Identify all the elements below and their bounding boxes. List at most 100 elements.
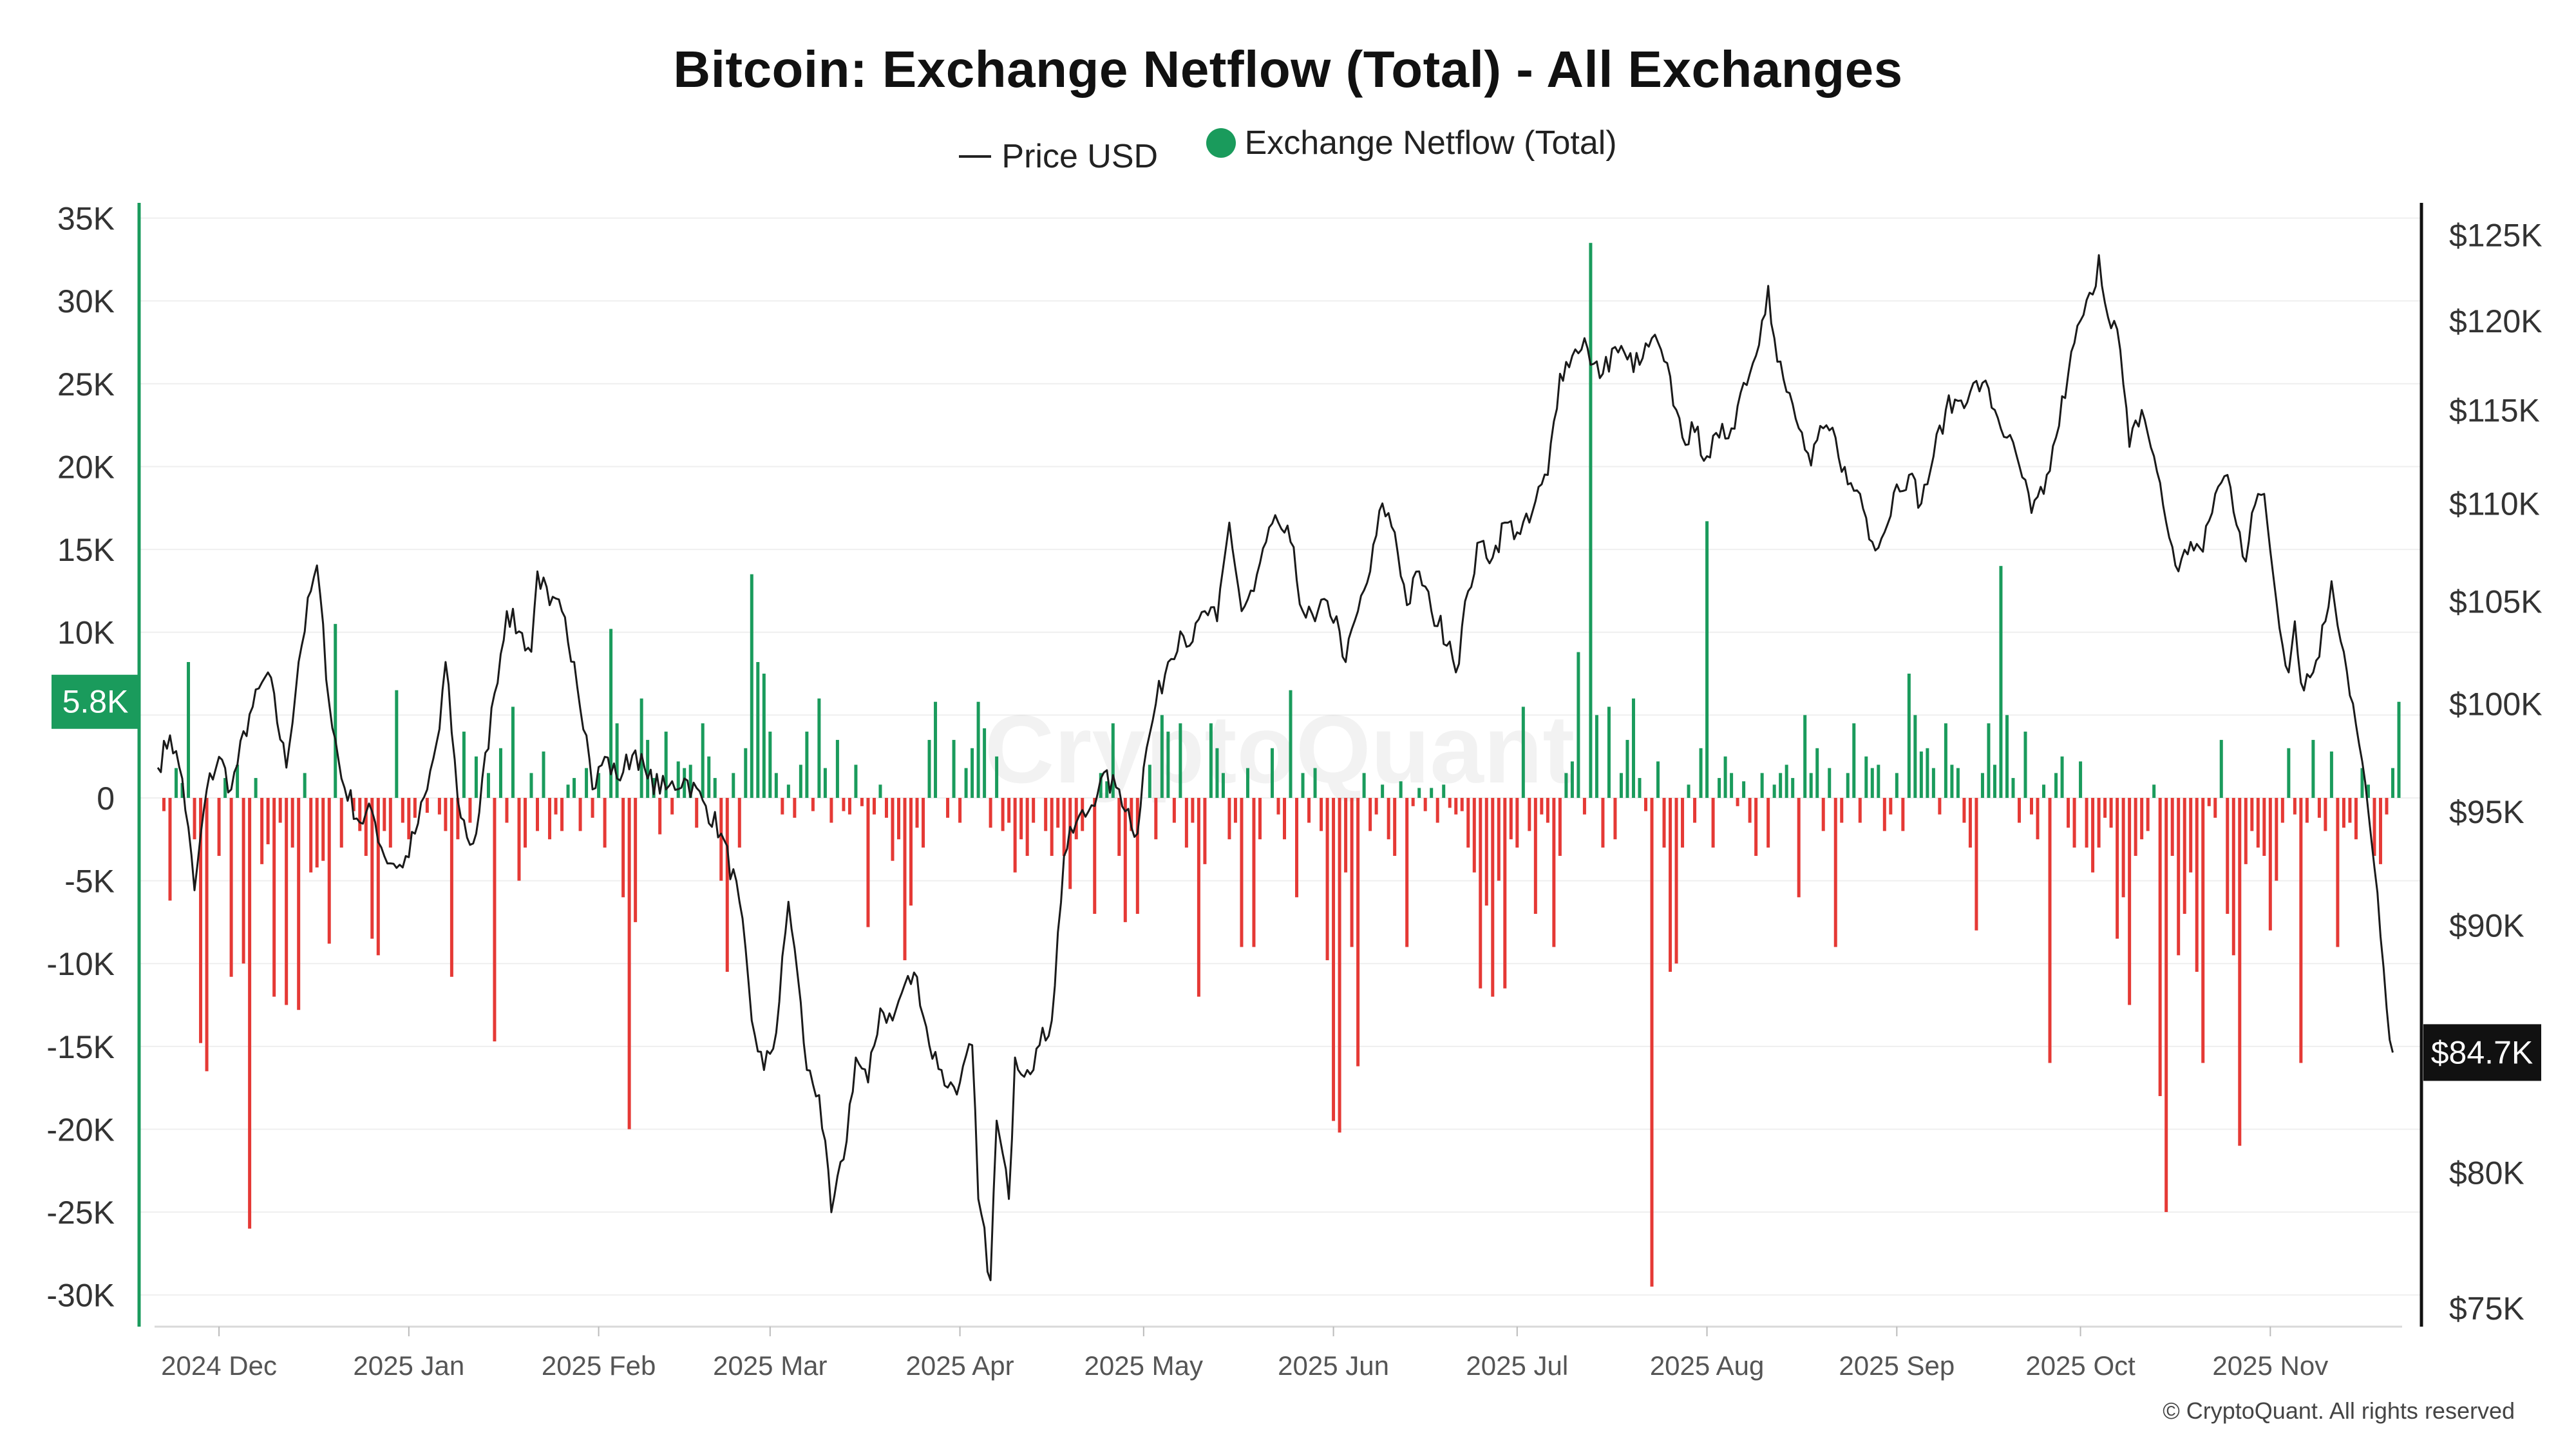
watermark: CryptoQuant <box>985 695 1575 803</box>
netflow-bar-outflow <box>1681 797 1685 848</box>
x-tick-label: 2025 Oct <box>2025 1350 2136 1381</box>
netflow-bar-inflow <box>395 690 399 798</box>
netflow-bar-outflow <box>2103 797 2107 818</box>
netflow-bar-outflow <box>376 797 380 956</box>
netflow-bar-outflow <box>450 797 453 977</box>
netflow-bar-outflow <box>248 797 252 1229</box>
netflow-bar-outflow <box>1466 797 1470 848</box>
netflow-bar-inflow <box>1270 748 1274 798</box>
netflow-bar-inflow <box>1699 748 1703 798</box>
netflow-bar-inflow <box>1105 781 1109 798</box>
netflow-bar-inflow <box>927 739 931 798</box>
netflow-bar-outflow <box>909 797 913 906</box>
netflow-bar-outflow <box>1540 797 1544 815</box>
netflow-bar-outflow <box>309 797 313 873</box>
netflow-bar-inflow <box>2079 761 2083 798</box>
left-tick-label: 35K <box>57 201 115 237</box>
netflow-bar-inflow <box>1791 778 1795 798</box>
netflow-bar-inflow <box>713 778 717 798</box>
netflow-bar-outflow <box>922 797 925 848</box>
x-tick-label: 2025 Jan <box>353 1350 464 1381</box>
left-tick-label: 15K <box>57 532 115 568</box>
legend-item-price[interactable]: Price USD <box>959 137 1158 176</box>
netflow-bar-inflow <box>2011 778 2015 798</box>
netflow-bar-inflow <box>1760 773 1764 798</box>
netflow-bar-inflow <box>744 748 748 798</box>
legend-item-netflow[interactable]: Exchange Netflow (Total) <box>1206 124 1617 162</box>
netflow-bar-outflow <box>1172 797 1176 823</box>
right-tick-label: $80K <box>2449 1155 2524 1191</box>
netflow-bar-inflow <box>768 732 772 798</box>
netflow-bar-inflow <box>976 701 980 798</box>
netflow-bar-outflow <box>1435 797 1439 823</box>
netflow-bar-inflow <box>1442 784 1446 798</box>
netflow-bar-outflow <box>781 797 784 815</box>
netflow-bar-outflow <box>1528 797 1531 831</box>
netflow-bar-inflow <box>1179 723 1182 798</box>
netflow-bar-inflow <box>1589 243 1593 798</box>
netflow-bar-outflow <box>2207 797 2211 806</box>
netflow-bar-outflow <box>272 797 276 997</box>
netflow-bar-outflow <box>1135 797 1139 914</box>
netflow-bar-inflow <box>1956 768 1960 798</box>
netflow-bar-inflow <box>664 732 668 798</box>
netflow-bar-outflow <box>2354 797 2358 840</box>
left-tick-label: -30K <box>46 1278 115 1314</box>
netflow-bar-outflow <box>1252 797 1256 947</box>
netflow-bar-inflow <box>854 764 858 798</box>
netflow-bar-outflow <box>1074 797 1078 840</box>
netflow-bar-inflow <box>236 764 240 798</box>
netflow-bar-outflow <box>591 797 594 818</box>
netflow-bar-inflow <box>805 732 809 798</box>
netflow-bar-inflow <box>1803 715 1807 798</box>
netflow-bar-inflow <box>1381 784 1385 798</box>
netflow-bar-outflow <box>2085 797 2088 848</box>
netflow-bar-outflow <box>2195 797 2199 972</box>
netflow-bar-outflow <box>407 797 411 840</box>
netflow-bar-inflow <box>474 756 478 798</box>
netflow-bar-outflow <box>1032 797 1036 823</box>
netflow-bar-inflow <box>2360 768 2364 798</box>
netflow-bar-outflow <box>1454 797 1458 815</box>
netflow-bar-outflow <box>290 797 294 848</box>
netflow-bar-outflow <box>2256 797 2260 848</box>
netflow-bar-outflow <box>2250 797 2254 831</box>
netflow-bar-outflow <box>193 797 196 840</box>
netflow-bar-outflow <box>860 797 864 806</box>
netflow-bar-outflow <box>425 797 429 813</box>
netflow-bar-inflow <box>1950 764 1954 798</box>
netflow-bar-inflow <box>995 756 999 798</box>
netflow-bar-inflow <box>750 574 753 798</box>
netflow-bar-outflow <box>2275 797 2278 881</box>
netflow-bar-inflow <box>732 773 735 798</box>
netflow-bar-outflow <box>1025 797 1029 856</box>
netflow-bar-outflow <box>2158 797 2162 1096</box>
netflow-bar-outflow <box>1227 797 1231 840</box>
netflow-bar-outflow <box>2170 797 2174 856</box>
netflow-bar-outflow <box>1711 797 1715 848</box>
netflow-bar-outflow <box>1007 797 1011 823</box>
netflow-bar-outflow <box>1460 797 1464 811</box>
netflow-bar-inflow <box>835 739 839 798</box>
right-tick-label: $75K <box>2449 1291 2524 1327</box>
netflow-bar-inflow <box>1215 748 1219 798</box>
netflow-bar-inflow <box>1999 565 2003 798</box>
netflow-bar-inflow <box>1987 723 1991 798</box>
netflow-bar-inflow <box>952 739 956 798</box>
netflow-bar-outflow <box>2385 797 2389 815</box>
netflow-bar-outflow <box>1669 797 1672 972</box>
netflow-bar-outflow <box>1154 797 1158 840</box>
netflow-bar-outflow <box>1320 797 1323 831</box>
netflow-bar-outflow <box>2030 797 2034 815</box>
netflow-bar-inflow <box>615 723 619 798</box>
netflow-bar-outflow <box>2231 797 2235 956</box>
netflow-bar-outflow <box>1962 797 1966 823</box>
netflow-bar-outflow <box>1882 797 1886 831</box>
netflow-bar-inflow <box>1944 723 1947 798</box>
netflow-bar-inflow <box>1209 723 1213 798</box>
netflow-bar-inflow <box>573 778 576 798</box>
left-tick-label: 20K <box>57 449 115 485</box>
netflow-bar-outflow <box>1325 797 1329 961</box>
netflow-bar-outflow <box>493 797 497 1042</box>
